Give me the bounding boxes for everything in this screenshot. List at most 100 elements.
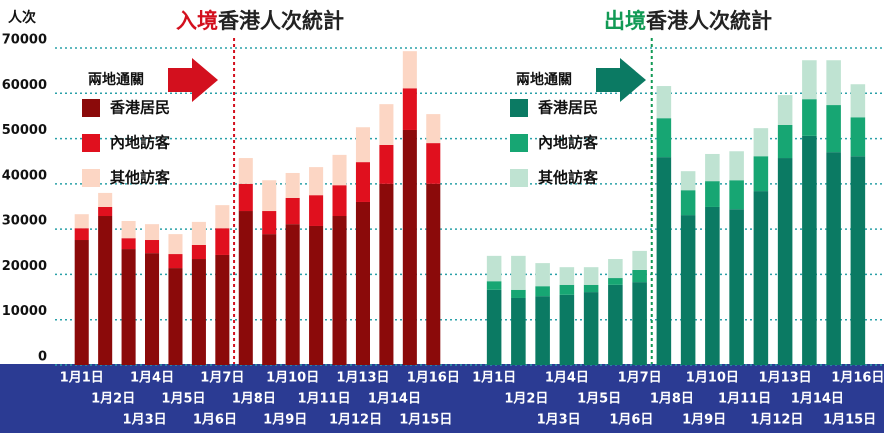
x-tick-label: 1月6日	[193, 413, 237, 428]
bar-segment	[850, 84, 866, 118]
bar-segment	[608, 284, 623, 365]
x-tick-label: 1月16日	[407, 371, 460, 386]
bar-segment	[705, 181, 720, 207]
bar-segment	[777, 158, 793, 365]
bar-segment	[262, 180, 277, 212]
bar-segment	[680, 190, 696, 216]
bar-segment	[309, 225, 324, 365]
x-tick-label: 1月7日	[618, 371, 662, 386]
bar-segment	[121, 220, 136, 239]
x-tick-label: 1月2日	[91, 392, 135, 407]
bar-segment	[168, 234, 183, 255]
bar-segment	[535, 263, 550, 287]
bar-segment	[559, 284, 575, 295]
bar-segment	[826, 105, 841, 153]
bar-segment	[486, 289, 502, 365]
bar-segment	[777, 124, 793, 159]
y-axis-label: 人次	[8, 9, 36, 26]
x-tick-label: 1月15日	[823, 413, 876, 428]
bar-segment	[608, 278, 623, 285]
bar-segment	[426, 183, 441, 365]
x-tick-label: 1月14日	[368, 392, 421, 407]
x-tick-label: 1月14日	[791, 392, 844, 407]
bar-segment	[705, 153, 720, 182]
bar-segment	[511, 289, 526, 298]
legend-swatch	[82, 169, 100, 187]
bar-segment	[426, 114, 441, 144]
bar-segment	[332, 185, 347, 217]
bar-segment	[583, 284, 599, 293]
bar-segment	[98, 192, 113, 207]
bar-segment	[802, 60, 817, 100]
bar-segment	[309, 167, 324, 196]
legend-label: 其他訪客	[110, 169, 171, 187]
x-tick-label: 1月9日	[682, 413, 726, 428]
y-tick-label: 60000	[2, 78, 47, 93]
bar-segment	[285, 197, 300, 225]
legend-title: 兩地通關	[516, 71, 572, 88]
bar-segment	[511, 255, 526, 290]
x-tick-label: 1月1日	[60, 371, 104, 386]
legend-label: 其他訪客	[538, 169, 599, 187]
bar-segment	[850, 156, 866, 365]
y-tick-label: 70000	[2, 33, 47, 48]
legend-swatch	[82, 99, 100, 117]
y-tick-label: 10000	[2, 304, 47, 319]
bar-segment	[632, 282, 647, 365]
chart-title-prefix: 入境	[176, 9, 218, 33]
legend-swatch	[82, 134, 100, 152]
bar-segment	[826, 60, 841, 106]
bar-segment	[850, 117, 866, 157]
bar-segment	[238, 183, 253, 212]
bar-segment	[215, 254, 230, 365]
x-tick-label: 1月16日	[831, 371, 884, 386]
x-tick-label: 1月3日	[537, 413, 581, 428]
x-tick-label: 1月11日	[718, 392, 771, 407]
bar-segment	[559, 267, 575, 285]
x-tick-label: 1月12日	[329, 413, 382, 428]
legend-label: 香港居民	[538, 99, 598, 117]
x-tick-label: 1月11日	[298, 392, 351, 407]
x-tick-label: 1月7日	[200, 371, 244, 386]
bar-segment	[332, 154, 347, 186]
bar-segment	[753, 191, 769, 365]
bar-segment	[379, 104, 394, 145]
bar-segment	[426, 143, 441, 184]
bar-segment	[729, 209, 744, 365]
bar-segment	[802, 135, 817, 365]
bar-segment	[535, 286, 550, 297]
bar-segment	[402, 88, 417, 130]
bar-segment	[238, 211, 253, 365]
bar-segment	[802, 99, 817, 136]
legend-arrow	[168, 58, 218, 102]
bar-segment	[285, 224, 300, 365]
bar-segment	[402, 51, 417, 89]
bar-segment	[656, 86, 672, 119]
bar-segment	[191, 259, 206, 365]
bar-segment	[486, 255, 502, 282]
chart-title: 入境香港人次統計	[176, 9, 344, 33]
bar-segment	[168, 254, 183, 269]
legend-arrow	[596, 58, 646, 102]
legend-swatch	[510, 99, 528, 117]
bar-segment	[238, 158, 253, 184]
bar-segment	[486, 281, 502, 290]
bar-segment	[559, 294, 575, 365]
bar-segment	[535, 296, 550, 365]
bar-segment	[262, 234, 277, 365]
bar-segment	[355, 162, 370, 202]
bar-segment	[191, 244, 206, 260]
bar-segment	[98, 206, 113, 217]
legend-label: 內地訪客	[538, 134, 599, 152]
y-tick-label: 50000	[2, 123, 47, 138]
chart-title-prefix: 出境	[604, 9, 646, 33]
bar-segment	[74, 228, 89, 241]
x-tick-label: 1月10日	[266, 371, 319, 386]
x-tick-label: 1月1日	[472, 371, 516, 386]
bar-segment	[826, 152, 841, 365]
x-tick-label: 1月4日	[545, 371, 589, 386]
bar-segment	[753, 128, 769, 157]
bar-segment	[705, 206, 720, 365]
x-tick-label: 1月2日	[504, 392, 548, 407]
bar-segment	[608, 259, 623, 279]
